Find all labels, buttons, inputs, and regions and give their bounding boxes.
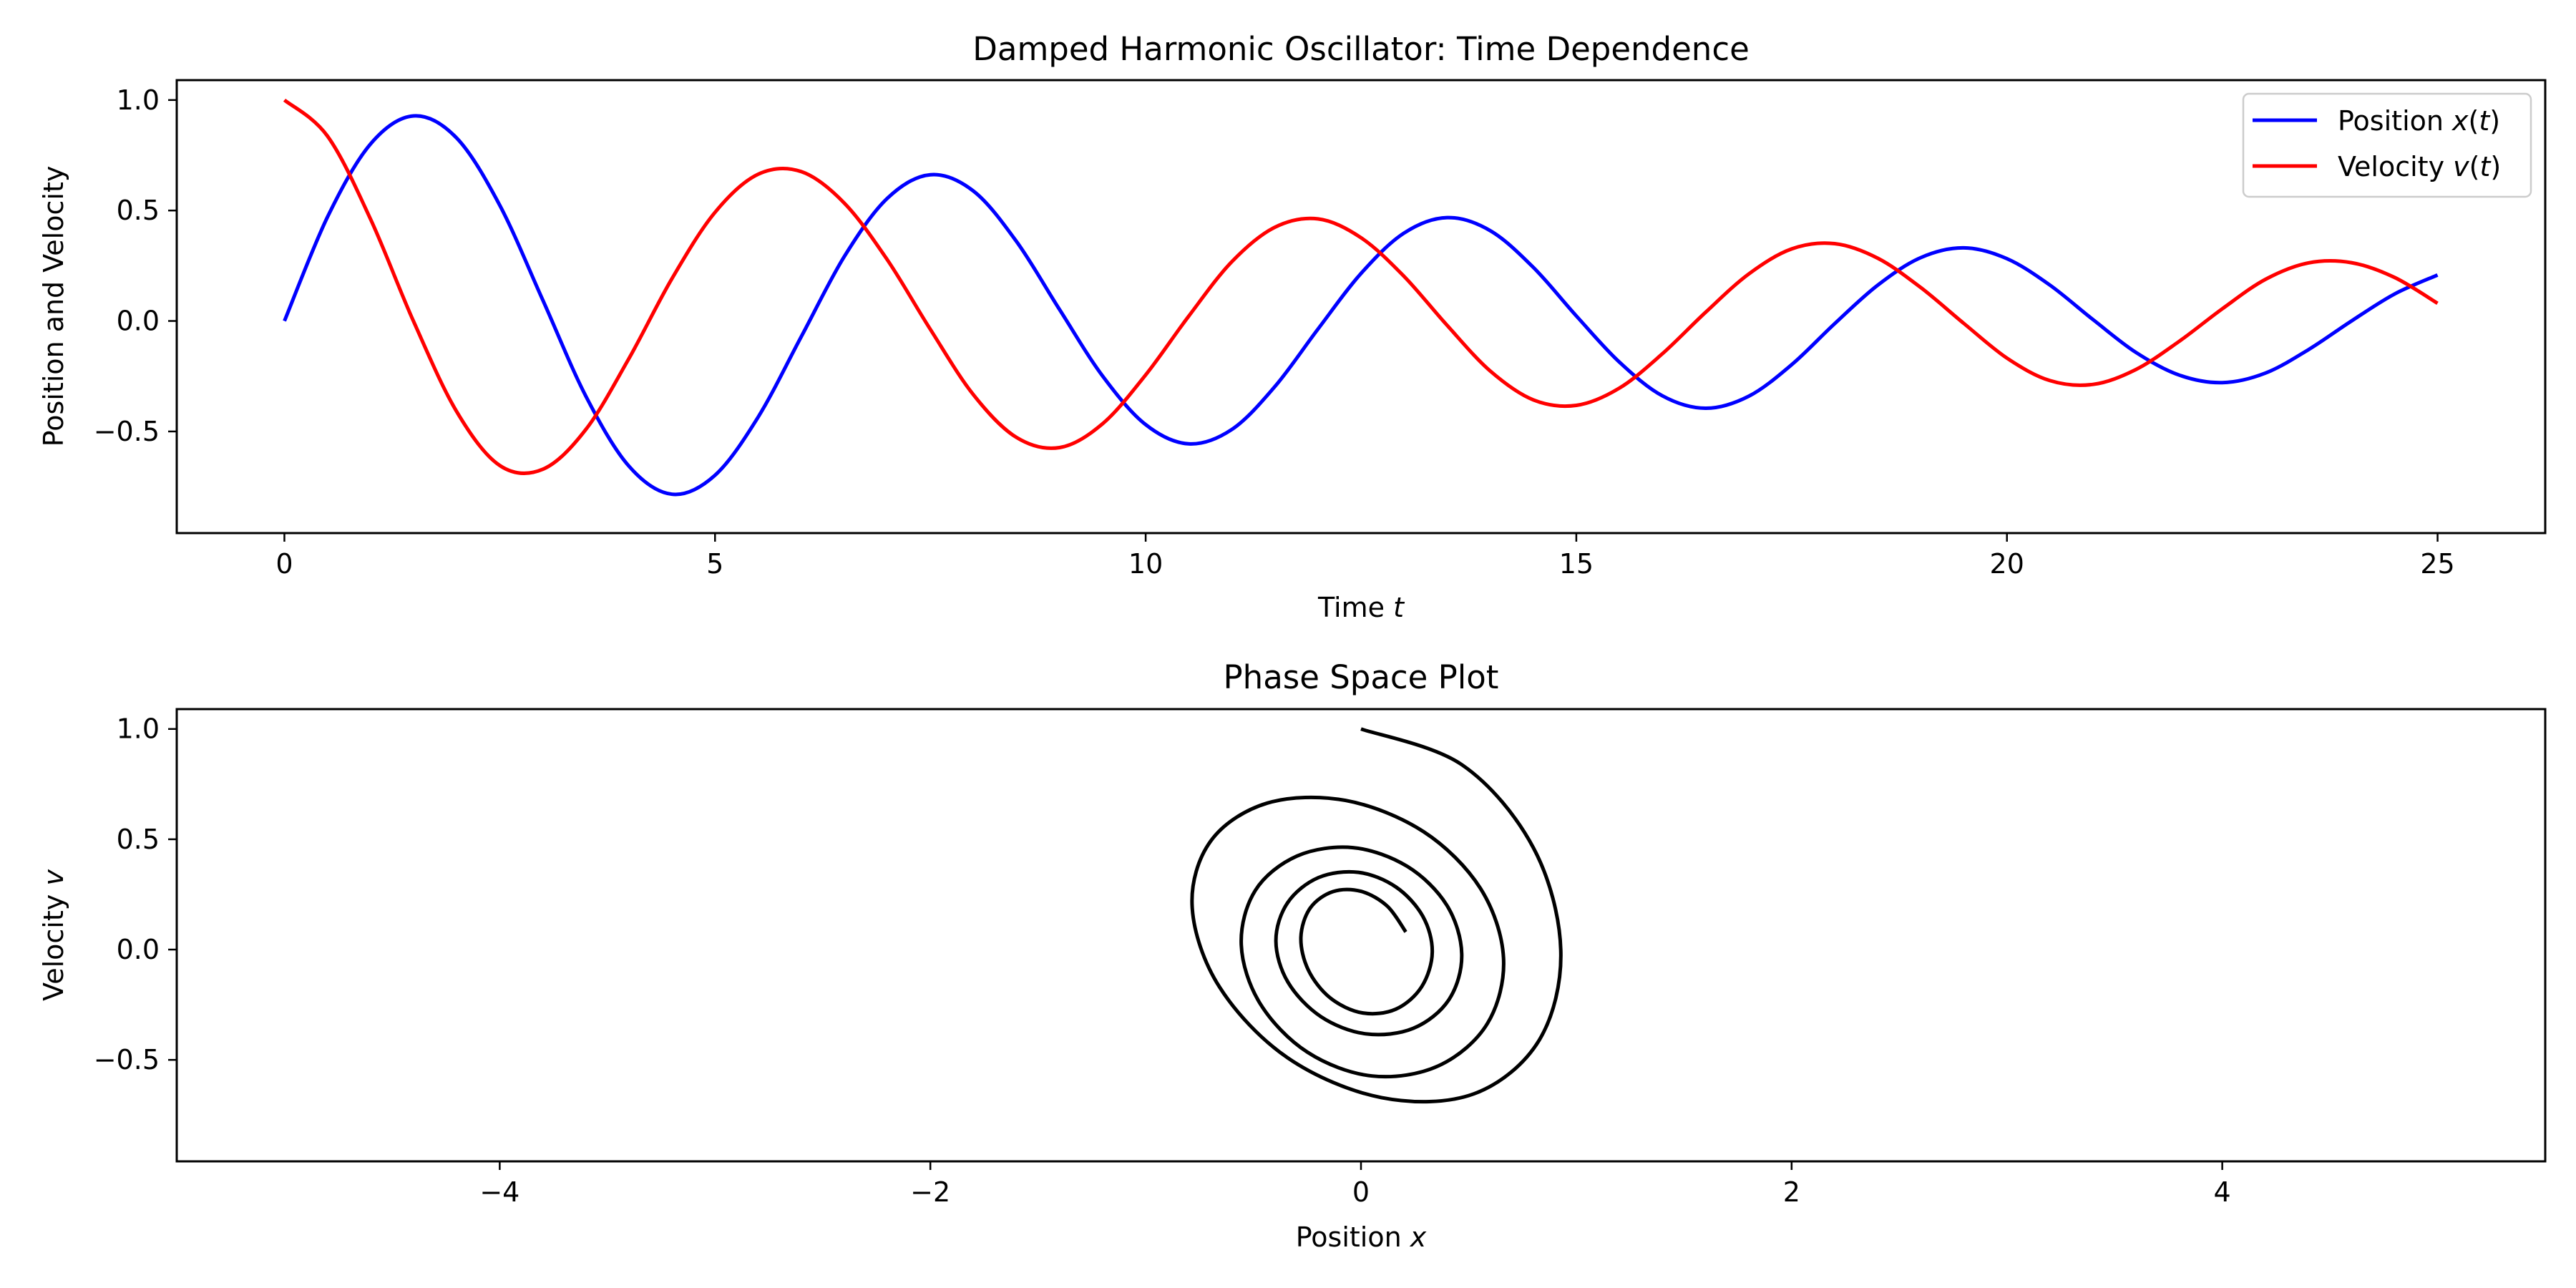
time-chart-y-ticks: −0.5 0.0 0.5 1.0 — [94, 84, 177, 447]
phase-space-chart: Phase Space Plot −4 −2 0 2 4 −0.5 0.0 0.5 1.0 P… — [38, 658, 2547, 1253]
time-chart-y-axis-label: Position and Velocity — [38, 166, 69, 447]
series-line-position — [283, 114, 2439, 497]
time-chart-series — [283, 98, 2439, 497]
legend-label-position: Position x(t) — [2338, 105, 2500, 137]
phase-y-tick-label: 1.0 — [117, 713, 160, 745]
phase-chart-y-ticks: −0.5 0.0 0.5 1.0 — [94, 713, 177, 1075]
time-x-tick-label: 5 — [706, 548, 723, 580]
phase-x-tick-label: 2 — [1783, 1176, 1800, 1208]
phase-x-tick-label: 0 — [1352, 1176, 1370, 1208]
time-x-tick-label: 0 — [275, 548, 293, 580]
time-y-tick-label: 0.0 — [117, 306, 160, 337]
time-chart-legend: Position x(t) Velocity v(t) — [2242, 92, 2532, 198]
time-y-tick-label: −0.5 — [94, 416, 160, 447]
time-dependence-chart: Damped Harmonic Oscillator: Time Depende… — [38, 30, 2547, 623]
phase-x-tick-label: −2 — [910, 1176, 950, 1208]
time-y-tick-label: 0.5 — [117, 195, 160, 226]
legend-label-velocity: Velocity v(t) — [2338, 151, 2501, 182]
phase-x-tick-label: 4 — [2214, 1176, 2231, 1208]
time-x-tick-label: 10 — [1128, 548, 1163, 580]
time-x-tick-label: 20 — [1990, 548, 2024, 580]
time-y-tick-label: 1.0 — [117, 84, 160, 116]
phase-chart-x-axis-label: Position x — [1296, 1221, 1427, 1253]
phase-x-tick-label: −4 — [479, 1176, 519, 1208]
time-chart-title: Damped Harmonic Oscillator: Time Depende… — [972, 30, 1750, 68]
time-x-tick-label: 15 — [1559, 548, 1594, 580]
phase-chart-y-axis-label: Velocity v — [38, 869, 69, 1001]
phase-y-tick-label: 0.5 — [117, 824, 160, 855]
phase-trajectory-line — [1190, 727, 1563, 1104]
phase-chart-x-ticks: −4 −2 0 2 4 — [479, 1161, 2231, 1208]
series-line-velocity — [283, 98, 2439, 475]
time-chart-frame — [175, 79, 2547, 535]
time-chart-x-ticks: 0 5 10 15 20 25 — [275, 533, 2455, 580]
time-x-tick-label: 25 — [2420, 548, 2454, 580]
phase-y-tick-label: 0.0 — [117, 934, 160, 965]
phase-y-tick-label: −0.5 — [94, 1044, 160, 1075]
time-chart-x-axis-label: Time t — [1317, 592, 1405, 623]
phase-chart-series — [1190, 727, 1563, 1104]
phase-chart-title: Phase Space Plot — [1224, 658, 1499, 696]
